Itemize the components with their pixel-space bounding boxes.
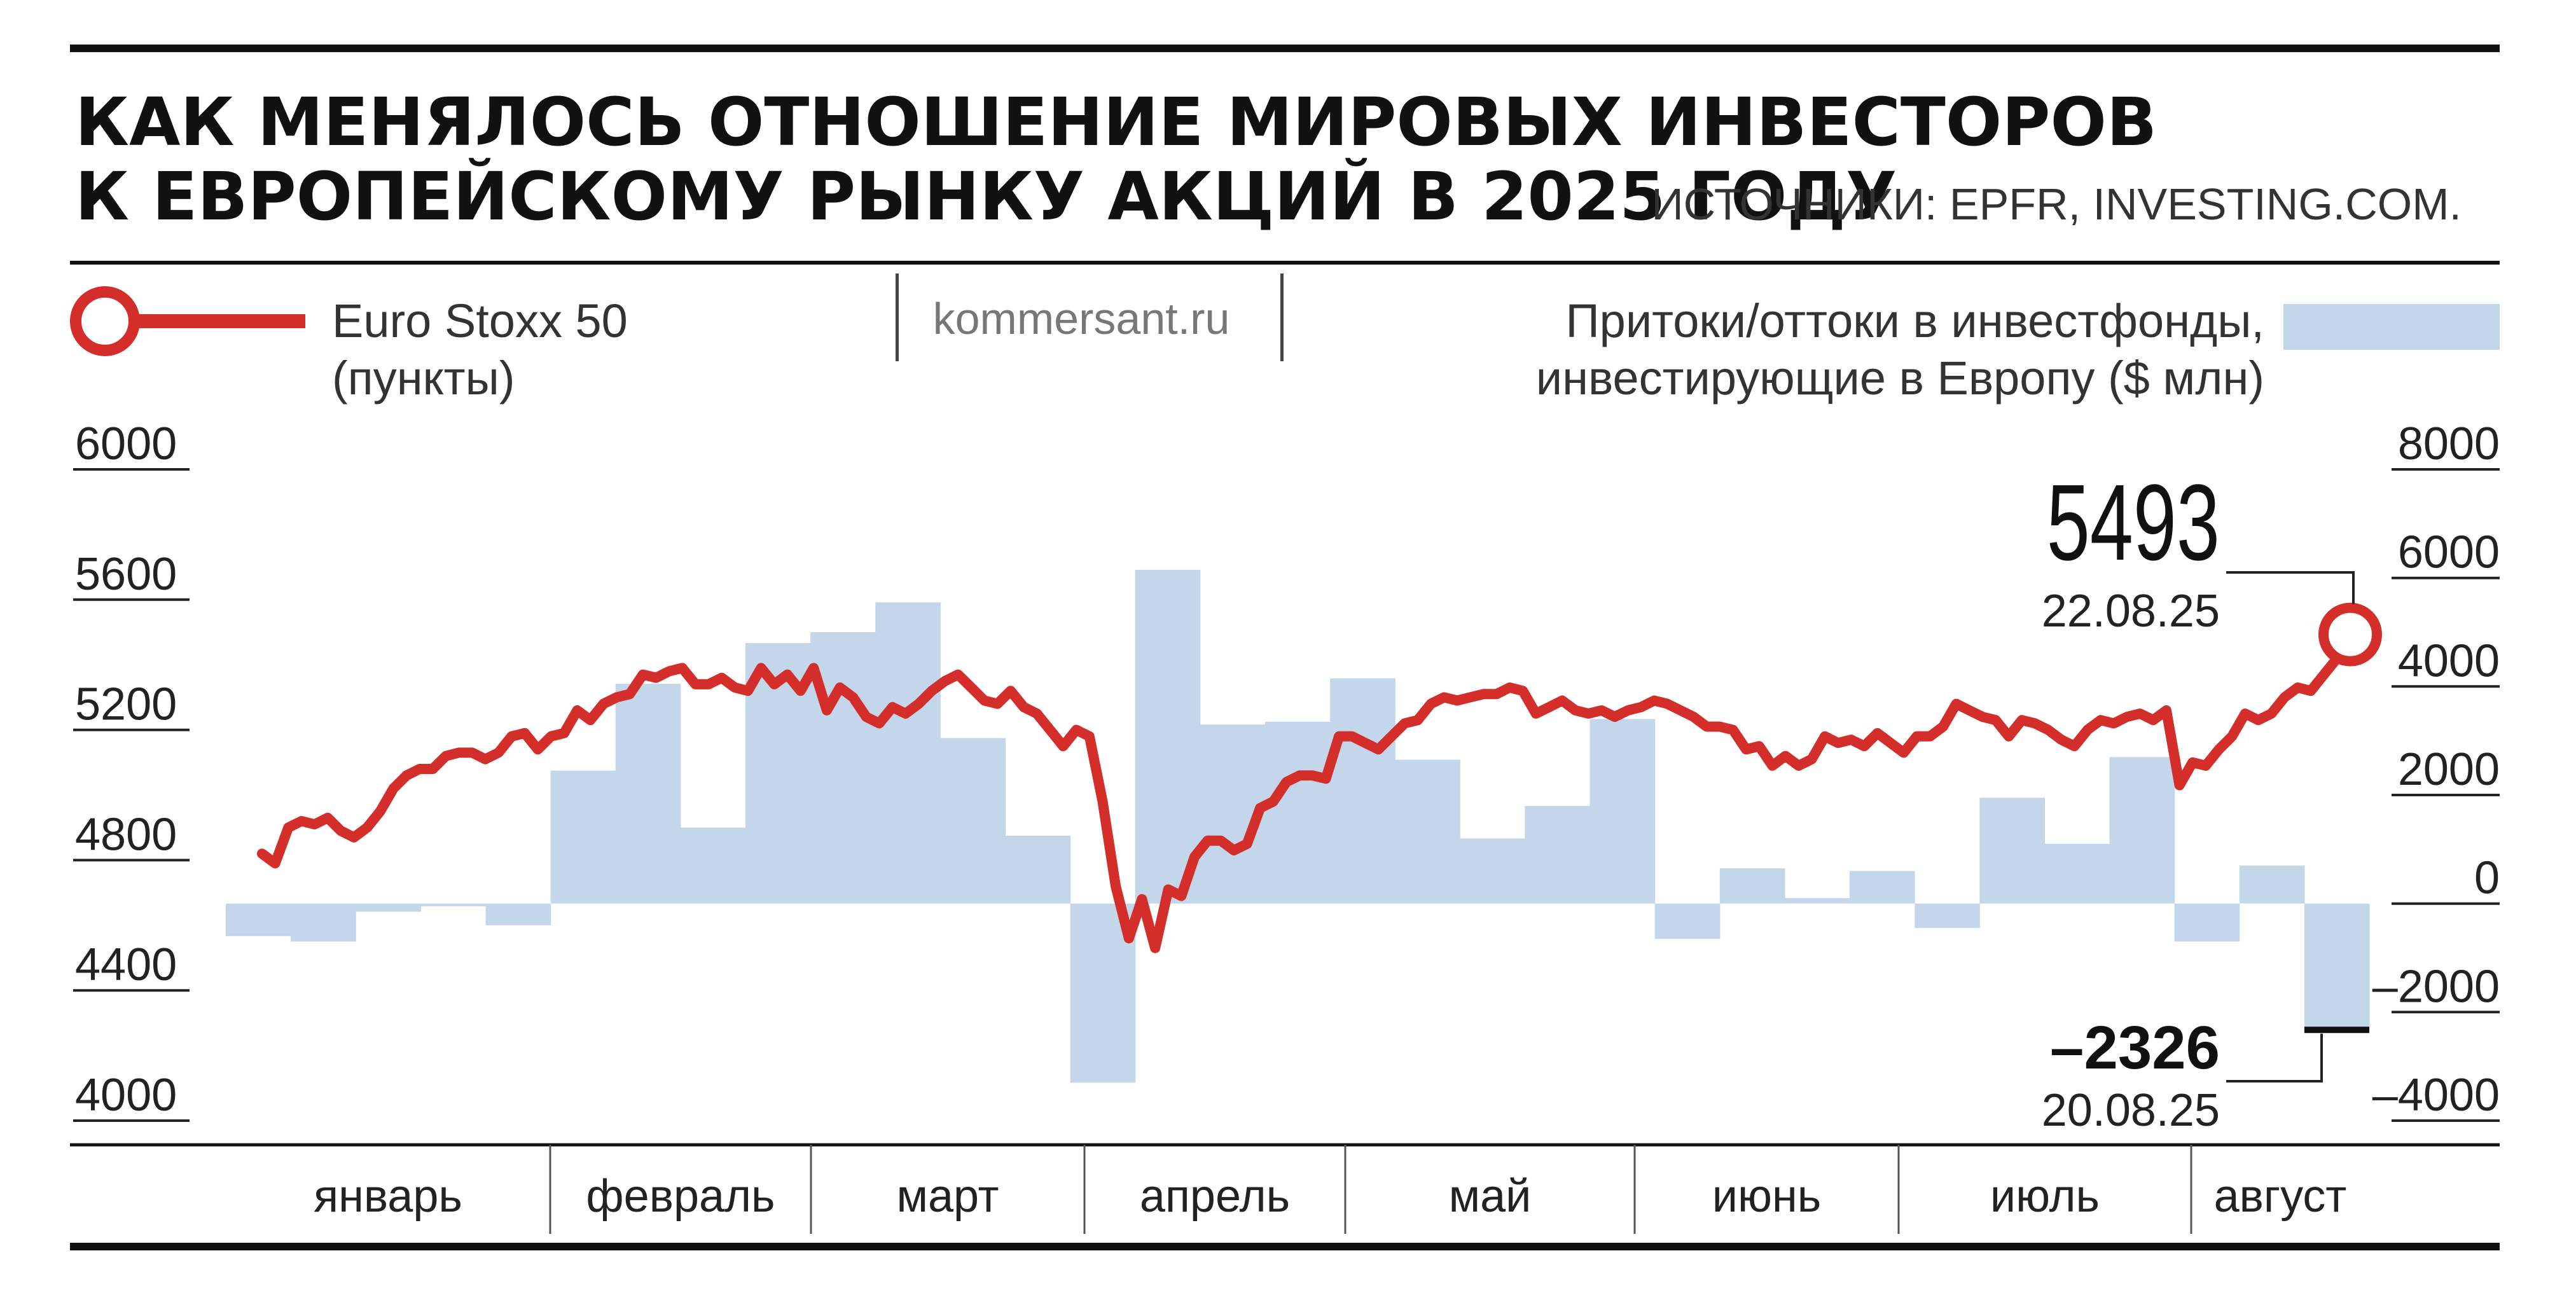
right-tick-label: 8000: [2398, 418, 2500, 469]
flow-bar: [420, 903, 487, 906]
flow-bar: [1719, 868, 1785, 904]
month-label: апрель: [1140, 1171, 1290, 1222]
month-label: июнь: [1712, 1171, 1822, 1222]
legend-line-marker: [70, 286, 140, 356]
flow-bar: [291, 903, 356, 942]
flow-bar: [940, 738, 1006, 904]
top-rule: [70, 45, 2500, 52]
site-watermark: kommersant.ru: [933, 294, 1230, 343]
right-tick-label: –2000: [2372, 961, 2500, 1012]
euro-stoxx-line: [257, 629, 2355, 953]
last-point-marker: [2318, 602, 2382, 667]
flow-bar: [875, 602, 941, 904]
flow-bar: [1005, 836, 1071, 904]
flow-bar: [1979, 798, 2045, 904]
flow-bar: [2044, 843, 2110, 904]
flow-bar: [680, 827, 746, 904]
title-bottom-rule: [70, 261, 2500, 265]
flow-bar: [485, 903, 551, 925]
left-tick-label: 4800: [75, 809, 177, 860]
flow-bar: [356, 903, 421, 912]
legend-line-item: Euro Stoxx 50 (пункты): [70, 286, 628, 405]
legend-divider-left: [896, 273, 899, 361]
legend-divider-right: [1280, 273, 1284, 361]
flow-bar: [2109, 757, 2175, 904]
min-flow-label: –2326: [2050, 1014, 2220, 1082]
flow-bar: [2239, 865, 2305, 904]
euro-stoxx-line-series: [257, 602, 2382, 953]
month-label: март: [897, 1171, 999, 1222]
flow-bar: [226, 903, 291, 936]
flow-bar: [615, 684, 681, 904]
flow-bar: [1589, 719, 1656, 904]
month-label: май: [1449, 1171, 1532, 1222]
last-value-date: 22.08.25: [2042, 586, 2220, 637]
flow-bar: [1395, 759, 1460, 904]
left-tick-label: 4400: [75, 939, 177, 990]
legend-line-label-1: Euro Stoxx 50: [332, 294, 628, 347]
right-tick-label: 4000: [2398, 635, 2500, 686]
min-flow-leader: [2226, 1034, 2323, 1082]
legend-bar-label-2: инвестирующие в Европу ($ млн): [1536, 352, 2264, 405]
right-tick-label: 6000: [2398, 527, 2500, 578]
flow-bar: [1915, 903, 1980, 929]
right-tick-label: 2000: [2398, 744, 2500, 795]
last-value-leader: [2226, 571, 2355, 604]
right-tick-label: –4000: [2372, 1070, 2500, 1121]
flow-bar: [2304, 903, 2370, 1030]
legend-bar-label-1: Притоки/оттоки в инвестфонды,: [1565, 294, 2264, 347]
flow-bar: [1784, 898, 1850, 904]
right-tick-label: 0: [2474, 853, 2500, 904]
flow-bar: [1135, 569, 1201, 904]
min-flow-date: 20.08.25: [2042, 1085, 2220, 1136]
chart-title-line-1: КАК МЕНЯЛОСЬ ОТНОШЕНИЕ МИРОВЫХ ИНВЕСТОРО…: [75, 83, 2157, 161]
last-value-label: 5493: [2047, 462, 2220, 583]
left-tick-label: 5200: [75, 679, 177, 730]
flow-bar: [2174, 903, 2240, 942]
month-axis: январь февраль март апрель май июнь июль август: [70, 1143, 2500, 1234]
flows-bar-series: [226, 569, 2370, 1083]
month-label: февраль: [586, 1171, 775, 1222]
left-tick-label: 6000: [75, 418, 177, 469]
month-label: август: [2214, 1171, 2347, 1222]
axes: 6000 5600 5200 4800 4400 4000 8000 6000 4000 2000…: [73, 418, 2500, 1122]
flow-bar: [1850, 871, 1915, 904]
month-label: январь: [314, 1171, 462, 1222]
source-note: ИСТОЧНИКИ: EPFR, INVESTING.COM.: [1651, 179, 2462, 229]
bottom-rule: [70, 1243, 2500, 1250]
legend-bar-swatch: [2283, 304, 2500, 350]
flow-bar: [1330, 678, 1395, 904]
flow-bar: [1525, 806, 1591, 904]
flow-bar: [1654, 903, 1721, 939]
flow-bar: [1264, 721, 1331, 904]
left-tick-label: 5600: [75, 549, 177, 600]
legend-bar-item: Притоки/оттоки в инвестфонды, инвестирую…: [1536, 294, 2500, 405]
left-tick-label: 4000: [75, 1070, 177, 1121]
flow-bar: [550, 770, 616, 904]
chart-title-line-2: К ЕВРОПЕЙСКОМУ РЫНКУ АКЦИЙ В 2025 ГОДУ: [75, 158, 1897, 235]
flow-bar: [1460, 838, 1525, 904]
month-label: июль: [1990, 1171, 2100, 1222]
legend-line-label-2: (пункты): [332, 352, 515, 405]
